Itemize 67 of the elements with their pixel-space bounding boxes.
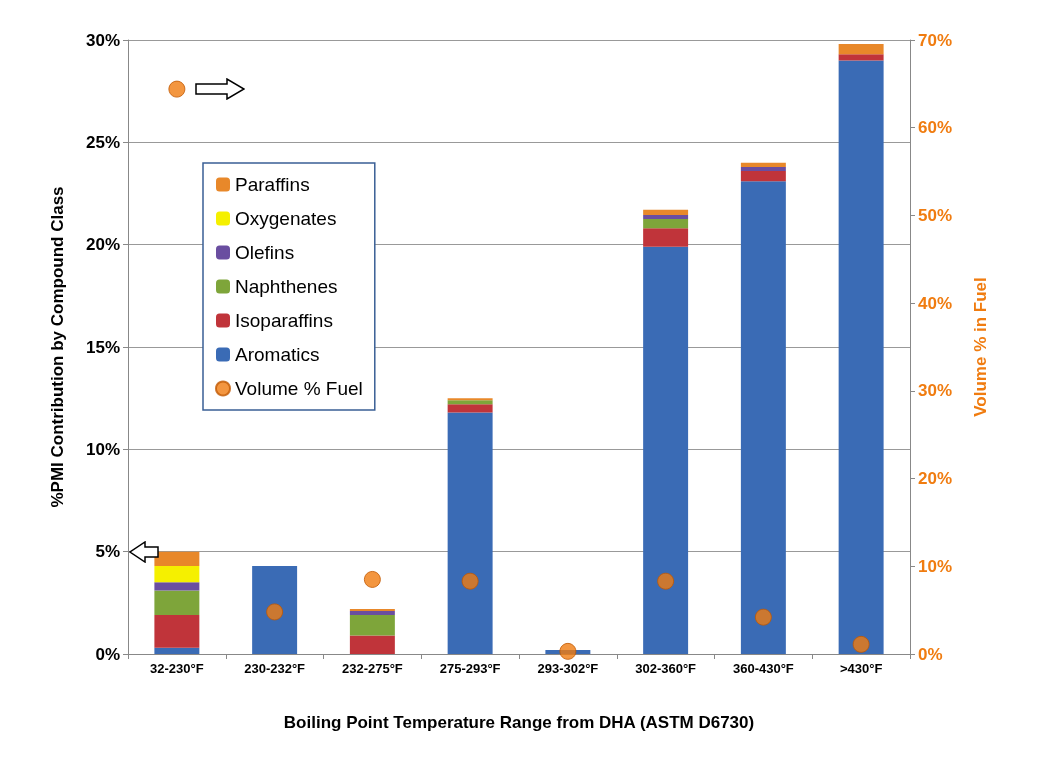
legend-label: Aromatics: [235, 344, 320, 365]
legend-label: Paraffins: [235, 174, 310, 195]
bar: [349, 635, 395, 654]
x-tick-label: 275-293°F: [439, 661, 501, 676]
y2-tick-label: 20%: [918, 469, 953, 489]
legend-label: Naphthenes: [235, 276, 338, 297]
y2-tick-label: 70%: [918, 30, 953, 50]
bar: [838, 44, 884, 55]
y-tick-label: 15%: [85, 337, 120, 357]
y2-tick-label: 0%: [918, 644, 943, 664]
point: [266, 603, 284, 621]
bar: [643, 209, 689, 215]
x-tick-label: 232-275°F: [341, 661, 403, 676]
point: [754, 608, 772, 626]
y2-tick-label: 40%: [918, 293, 953, 313]
point: [363, 570, 381, 588]
y-tick-label: 5%: [95, 542, 120, 562]
bar: [740, 166, 786, 171]
bar: [740, 181, 786, 654]
x-tick-label: 293-302°F: [537, 661, 599, 676]
bar: [643, 246, 689, 654]
bar: [740, 162, 786, 167]
bar: [740, 170, 786, 182]
point: [461, 572, 479, 590]
bar: [154, 565, 200, 583]
y-tick-label: 0%: [95, 644, 120, 664]
legend-label: Volume % Fuel: [235, 378, 363, 399]
x-tick-label: 32-230°F: [150, 661, 204, 676]
bar: [447, 412, 493, 654]
point: [559, 642, 577, 660]
bar: [643, 219, 689, 229]
y-tick-label: 20%: [85, 235, 120, 255]
y2-tick-label: 50%: [918, 205, 953, 225]
x-tick-label: 230-232°F: [244, 661, 306, 676]
y-axis-title: %PMI Contribution by Compound Class: [48, 186, 67, 508]
x-tick-label: 360-430°F: [732, 661, 794, 676]
y2-tick-label: 30%: [918, 381, 953, 401]
legend-label: Oxygenates: [235, 208, 337, 229]
legend-label: Olefins: [235, 242, 295, 263]
bar: [154, 647, 200, 654]
y-tick-label: 25%: [85, 132, 120, 152]
bar: [154, 582, 200, 591]
bar: [643, 214, 689, 220]
x-tick-label: >430°F: [839, 661, 883, 676]
bar: [447, 398, 493, 401]
bar: [838, 60, 884, 654]
y2-tick-label: 60%: [918, 118, 953, 138]
bar: [252, 565, 298, 654]
x-axis-title: Boiling Point Temperature Range from DHA (ASTM D6730): [283, 713, 755, 732]
bar: [838, 54, 884, 61]
point: [852, 635, 870, 653]
y2-tick-label: 10%: [918, 556, 953, 576]
x-tick-label: 302-360°F: [635, 661, 697, 676]
legend-label: Isoparaffins: [235, 310, 333, 331]
bar: [447, 404, 493, 413]
bar: [643, 228, 689, 247]
y-tick-label: 30%: [85, 30, 120, 50]
bar: [349, 611, 395, 616]
y-tick-label: 10%: [85, 439, 120, 459]
bar: [447, 400, 493, 405]
bar: [349, 615, 395, 636]
bar: [349, 608, 395, 612]
y2-axis-title: Volume % in Fuel: [971, 277, 990, 417]
point: [168, 80, 186, 98]
bar: [154, 590, 200, 616]
bar: [154, 615, 200, 648]
point: [657, 572, 675, 590]
